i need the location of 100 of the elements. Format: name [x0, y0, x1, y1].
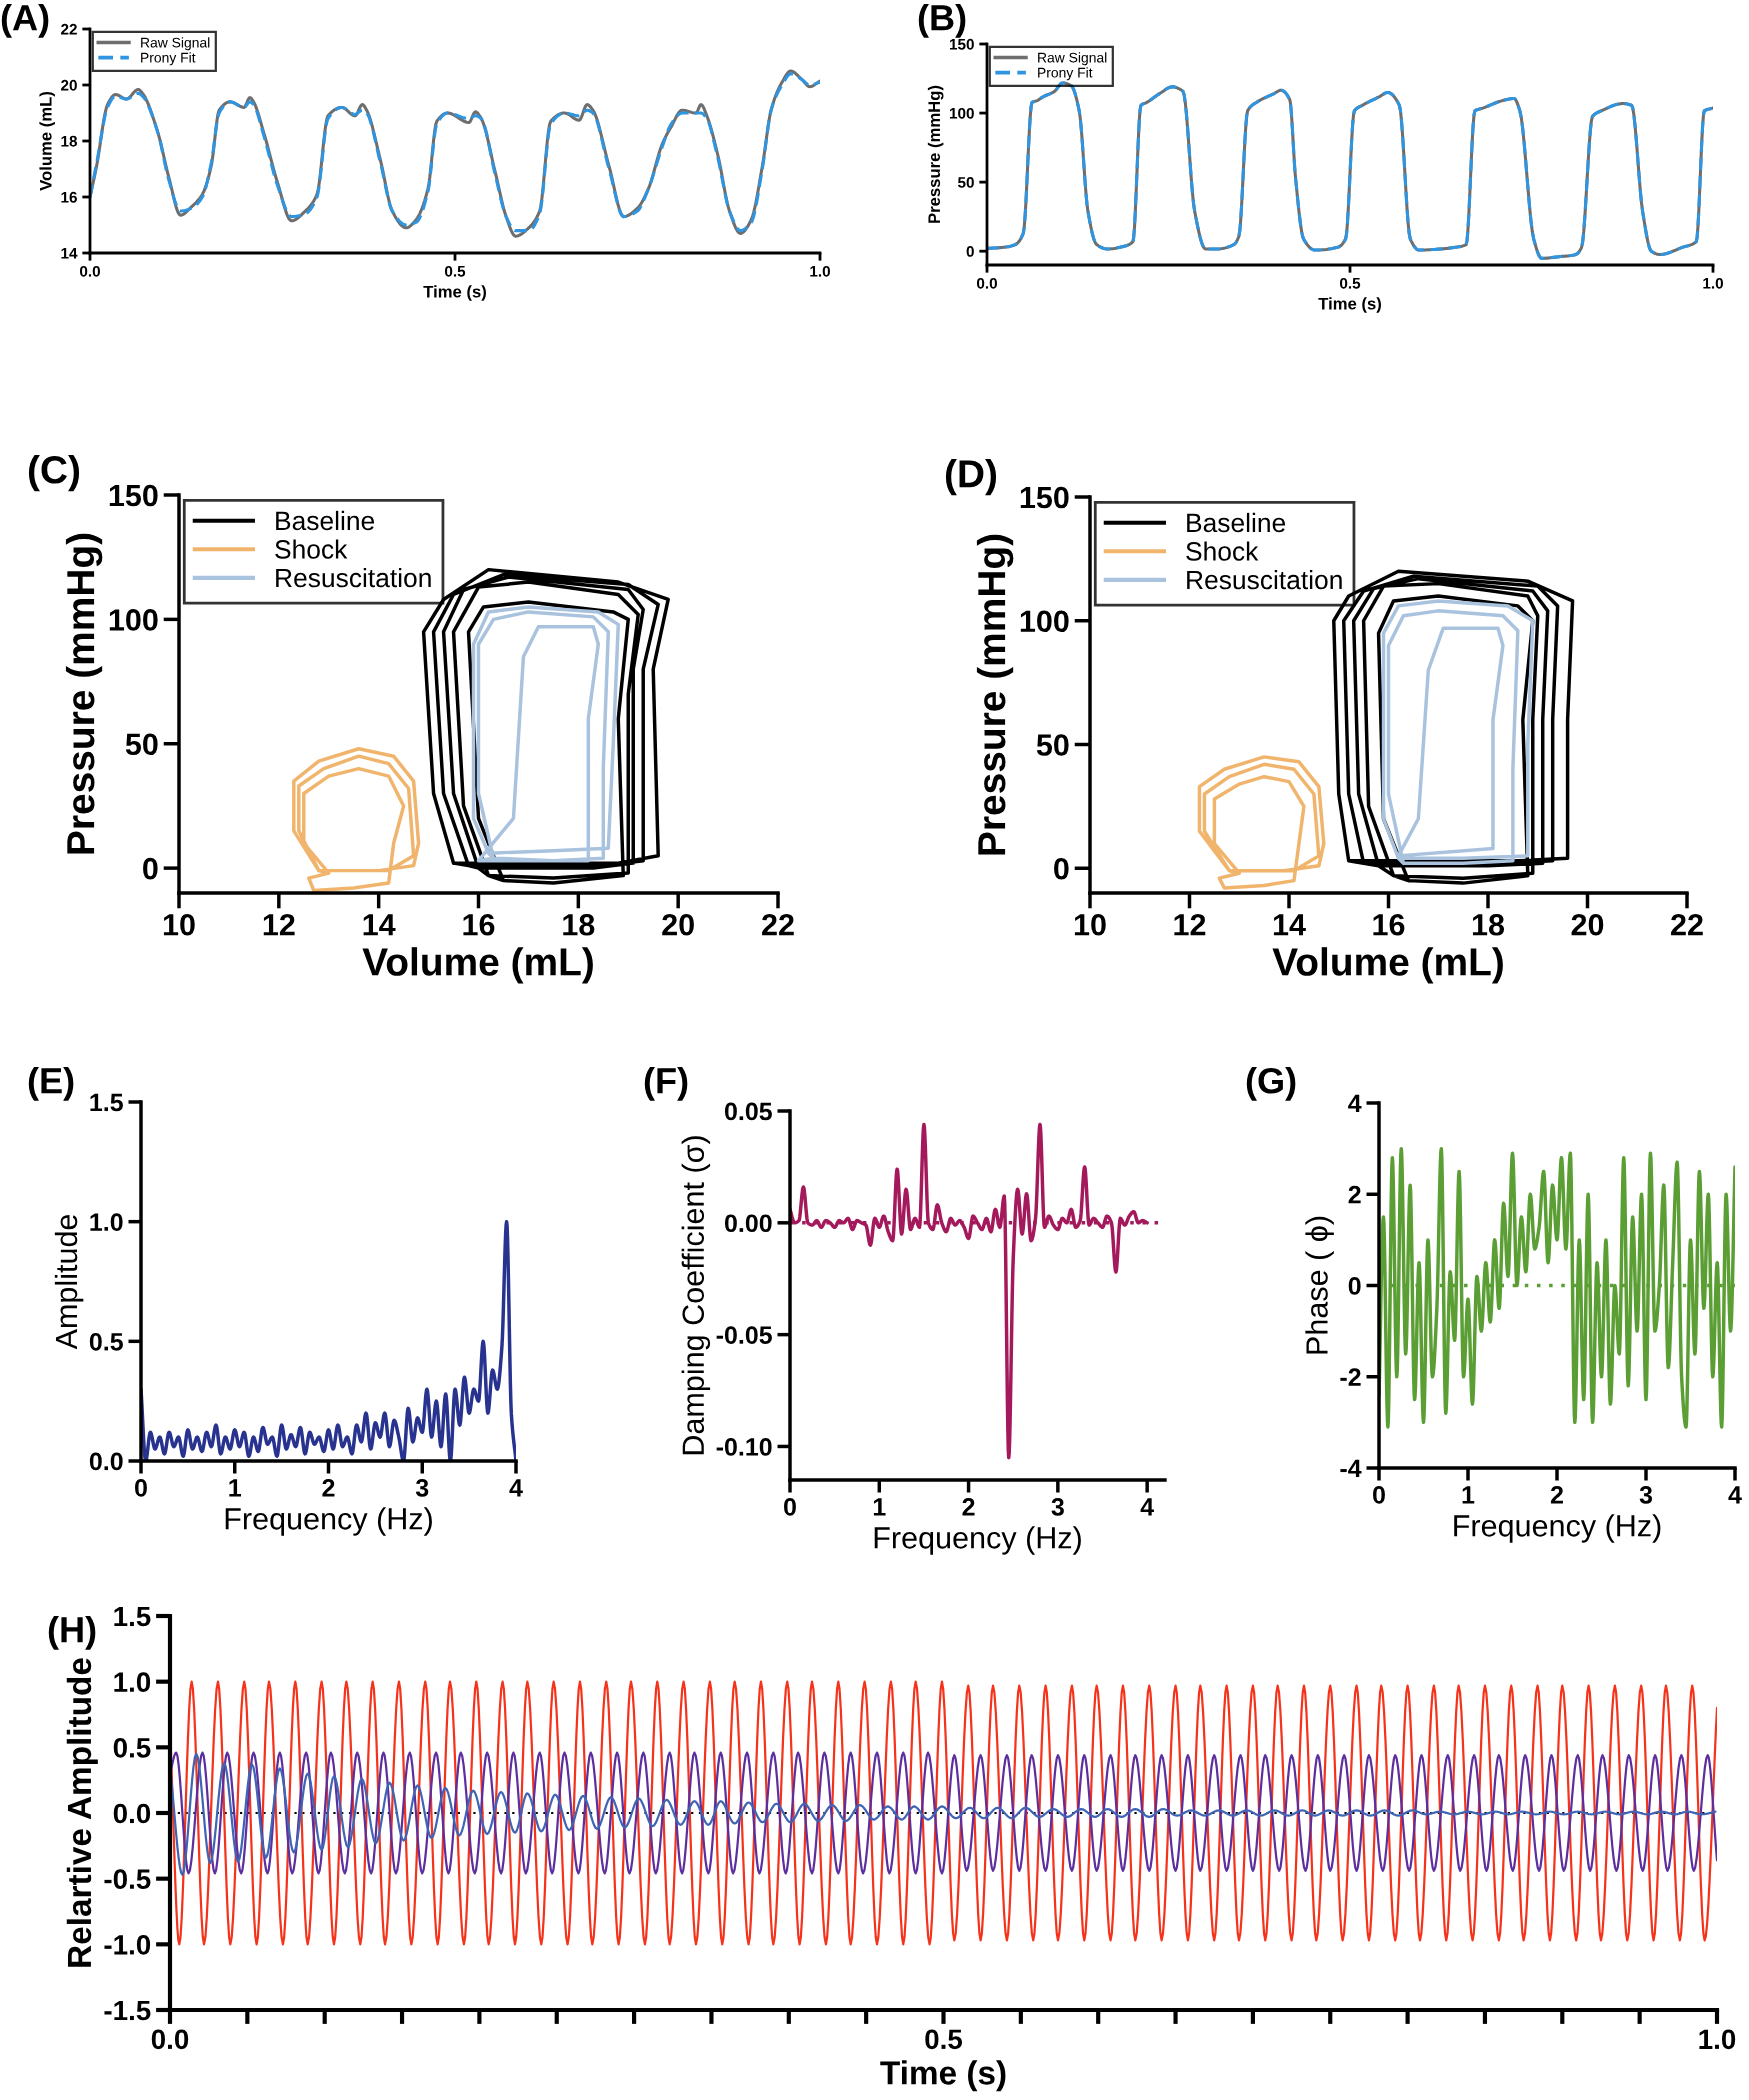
x-tick-label: 2: [322, 1479, 335, 1497]
y-tick-label: 50: [1036, 734, 1069, 756]
x-tick-label: 0.0: [976, 277, 997, 289]
x-tick-label: 14: [1273, 914, 1306, 936]
y-tick-label: 0.0: [113, 1803, 151, 1824]
y-tick-label: 1.5: [114, 1606, 151, 1627]
y-tick-label: 0: [1054, 857, 1069, 880]
legend-label: Baseline: [276, 510, 375, 531]
y-tick-label: -2: [1340, 1368, 1361, 1386]
chart-title: (E): [28, 1067, 74, 1101]
chart-title: (F): [644, 1067, 688, 1101]
legend-label: Raw Signal: [141, 37, 210, 51]
x-tick-label: 1.0: [1703, 277, 1723, 289]
x-axis-title: Frequency (Hz): [225, 1507, 432, 1536]
x-tick-label: 1: [229, 1479, 242, 1497]
y-tick-label: -0.5: [104, 1869, 151, 1890]
x-tick-label: 18: [563, 913, 595, 936]
y-axis-title: Volume (mL): [39, 91, 55, 191]
x-tick-label: 3: [1639, 1486, 1653, 1504]
y-tick-label: 22: [61, 23, 77, 35]
x-tick-label: 10: [163, 913, 195, 936]
x-tick-label: 16: [1373, 913, 1405, 936]
y-tick-label: 1.0: [114, 1672, 151, 1693]
y-tick-label: -1.5: [104, 2000, 151, 2021]
x-tick-label: 22: [1671, 913, 1703, 936]
chart-title: (D): [945, 459, 997, 496]
y-tick-label: 0.5: [89, 1332, 123, 1351]
chart-title: (A): [1, 4, 49, 38]
y-tick-label: 0.0: [89, 1452, 123, 1471]
y-tick-label: -4: [1340, 1459, 1362, 1478]
x-tick-label: 20: [662, 913, 694, 936]
y-tick-label: -1.0: [104, 1935, 151, 1955]
legend-label: Shock: [275, 539, 348, 559]
y-tick-label: 0.5: [113, 1738, 151, 1758]
y-tick-label: 0: [966, 246, 974, 257]
y-tick-label: 150: [1020, 486, 1069, 509]
x-tick-label: 4: [509, 1479, 523, 1497]
x-tick-label: 1.0: [1699, 2029, 1736, 2050]
y-tick-label: 0.00: [724, 1214, 772, 1233]
legend-label: Raw Signal: [1038, 52, 1107, 66]
x-tick-label: 4: [1728, 1486, 1742, 1504]
x-tick-label: 0: [1373, 1486, 1385, 1504]
x-axis-title: Time (s): [423, 285, 486, 301]
y-tick-label: 100: [949, 107, 974, 119]
x-axis-title: Time (s): [1318, 297, 1381, 313]
x-tick-label: 1: [873, 1498, 886, 1516]
y-axis-title: Relartive Amplitude: [66, 1658, 98, 1967]
x-axis-title: Frequency (Hz): [874, 1526, 1081, 1555]
x-tick-label: 0: [784, 1498, 796, 1516]
y-tick-label: 14: [61, 248, 78, 259]
x-tick-label: 3: [415, 1479, 429, 1497]
legend-label: Prony Fit: [141, 52, 196, 66]
y-axis-title: Pressure (mmHg): [927, 85, 944, 223]
y-tick-label: 50: [957, 176, 974, 188]
y-tick-label: 50: [125, 733, 158, 756]
y-tick-label: 16: [61, 191, 77, 203]
chart-title: (B): [918, 4, 966, 38]
x-axis-title: Volume (mL): [1272, 947, 1503, 984]
y-tick-label: 0: [143, 857, 158, 880]
chart-title: (H): [48, 1616, 96, 1650]
legend-label: Resuscitation: [1187, 569, 1342, 590]
x-tick-label: 22: [762, 913, 794, 936]
chart-title: (C): [28, 455, 80, 492]
y-tick-label: 18: [61, 135, 78, 147]
x-axis-title: Frequency (Hz): [1454, 1514, 1661, 1543]
legend-label: Prony Fit: [1038, 67, 1093, 81]
y-axis-title: Phase ( ϕ): [1305, 1216, 1334, 1354]
x-tick-label: 14: [363, 914, 396, 936]
y-tick-label: 4: [1348, 1094, 1362, 1113]
y-axis-title: Pressure (mmHg): [976, 534, 1014, 855]
x-tick-label: 12: [1174, 913, 1206, 936]
x-axis-title: Volume (mL): [362, 947, 593, 984]
y-axis-title: Damping Coefficient (σ): [681, 1136, 711, 1455]
y-tick-label: 100: [109, 609, 158, 631]
x-tick-label: 16: [463, 913, 495, 936]
y-tick-label: 20: [61, 79, 77, 91]
x-tick-label: 20: [1571, 913, 1604, 936]
y-tick-label: 150: [949, 38, 974, 50]
x-tick-label: 10: [1074, 913, 1106, 936]
y-tick-label: 0.05: [724, 1102, 772, 1121]
x-tick-label: 12: [263, 913, 295, 936]
y-tick-label: 1.5: [90, 1093, 123, 1112]
y-tick-label: -0.05: [716, 1326, 772, 1344]
y-tick-label: 1.0: [90, 1213, 123, 1231]
x-tick-label: 0.0: [151, 2029, 189, 2050]
y-tick-label: 100: [1020, 610, 1069, 633]
y-axis-title: Pressure (mmHg): [65, 533, 103, 854]
y-axis-title: Amplitude: [54, 1214, 84, 1350]
x-axis-title: Time (s): [880, 2060, 1006, 2092]
x-tick-label: 2: [1550, 1486, 1563, 1504]
legend-label: Baseline: [1187, 512, 1286, 533]
y-tick-label: 150: [109, 484, 158, 507]
x-tick-label: 4: [1140, 1498, 1154, 1516]
x-tick-label: 18: [1472, 913, 1505, 936]
x-tick-label: 3: [1051, 1498, 1064, 1516]
y-tick-label: -0.10: [716, 1438, 772, 1456]
chart-title: (G): [1246, 1067, 1296, 1101]
y-tick-label: 2: [1348, 1185, 1361, 1204]
x-tick-label: 1: [1462, 1486, 1475, 1504]
x-tick-label: 0.5: [444, 265, 466, 277]
